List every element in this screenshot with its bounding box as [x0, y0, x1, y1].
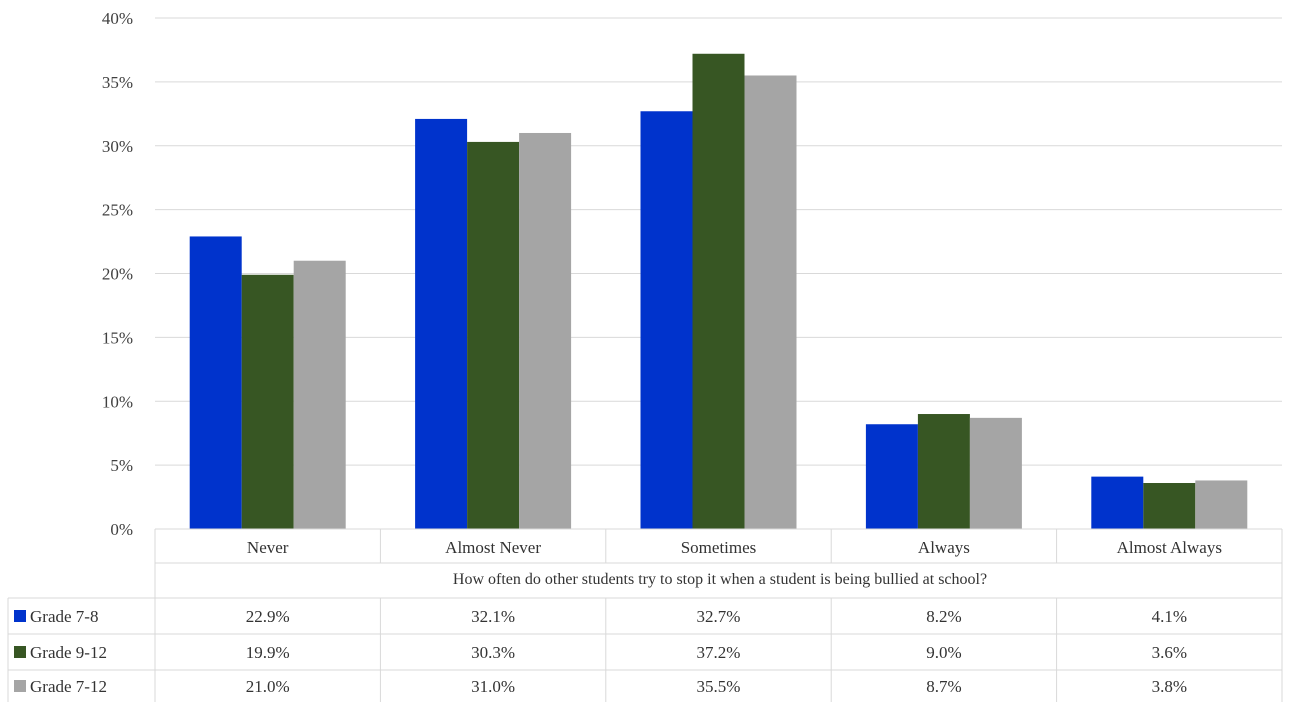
bar [241, 274, 294, 529]
y-tick-label: 0% [110, 520, 133, 539]
y-tick-label: 30% [102, 137, 133, 156]
data-label: 4.1% [1152, 607, 1187, 626]
legend-label: Grade 7-8 [30, 607, 98, 626]
bar [1091, 476, 1144, 529]
data-table: Never Almost Never Sometimes Always Almost A… [7, 528, 1283, 702]
data-label: 37.2% [697, 643, 741, 662]
data-label: 3.8% [1152, 677, 1187, 696]
legend-swatch [14, 610, 26, 622]
bar [640, 111, 693, 529]
y-tick-label: 20% [102, 265, 133, 284]
bar [415, 118, 468, 530]
x-tick-label: Almost Never [445, 538, 541, 557]
legend-label: Grade 9-12 [30, 643, 107, 662]
data-label: 32.1% [471, 607, 515, 626]
x-tick-label: Always [918, 538, 970, 557]
bar [917, 414, 970, 529]
bar [744, 75, 797, 530]
data-label: 30.3% [471, 643, 515, 662]
y-tick-label: 15% [102, 328, 133, 347]
bar [467, 141, 520, 530]
y-tick-label: 10% [102, 392, 133, 411]
data-label: 8.7% [926, 677, 961, 696]
data-label: 19.9% [246, 643, 290, 662]
data-label: 21.0% [246, 677, 290, 696]
legend-label: Grade 7-12 [30, 677, 107, 696]
data-label: 32.7% [697, 607, 741, 626]
y-tick-label: 35% [102, 73, 133, 92]
y-tick-label: 40% [102, 9, 133, 28]
legend-swatch [14, 680, 26, 692]
x-axis-title: How often do other students try to stop … [453, 571, 987, 588]
bar [865, 424, 918, 529]
legend-swatch [14, 646, 26, 658]
x-tick-label: Sometimes [681, 538, 757, 557]
bar [692, 53, 745, 530]
x-tick-label: Almost Always [1117, 538, 1222, 557]
data-label: 3.6% [1152, 643, 1187, 662]
x-tick-label: Never [247, 538, 289, 557]
data-label: 31.0% [471, 677, 515, 696]
bar [1195, 480, 1248, 529]
bar [969, 417, 1022, 529]
y-axis-ticks: 0% 5% 10% 15% 20% 25% 30% 35% 40% [102, 9, 133, 539]
bar [1143, 483, 1196, 529]
bars [189, 53, 1248, 530]
data-label: 35.5% [697, 677, 741, 696]
bar [189, 236, 242, 529]
data-label: 9.0% [926, 643, 961, 662]
data-label: 8.2% [926, 607, 961, 626]
bar [519, 132, 572, 529]
bar [293, 260, 346, 529]
y-tick-label: 5% [110, 456, 133, 475]
data-label: 22.9% [246, 607, 290, 626]
y-tick-label: 25% [102, 201, 133, 220]
